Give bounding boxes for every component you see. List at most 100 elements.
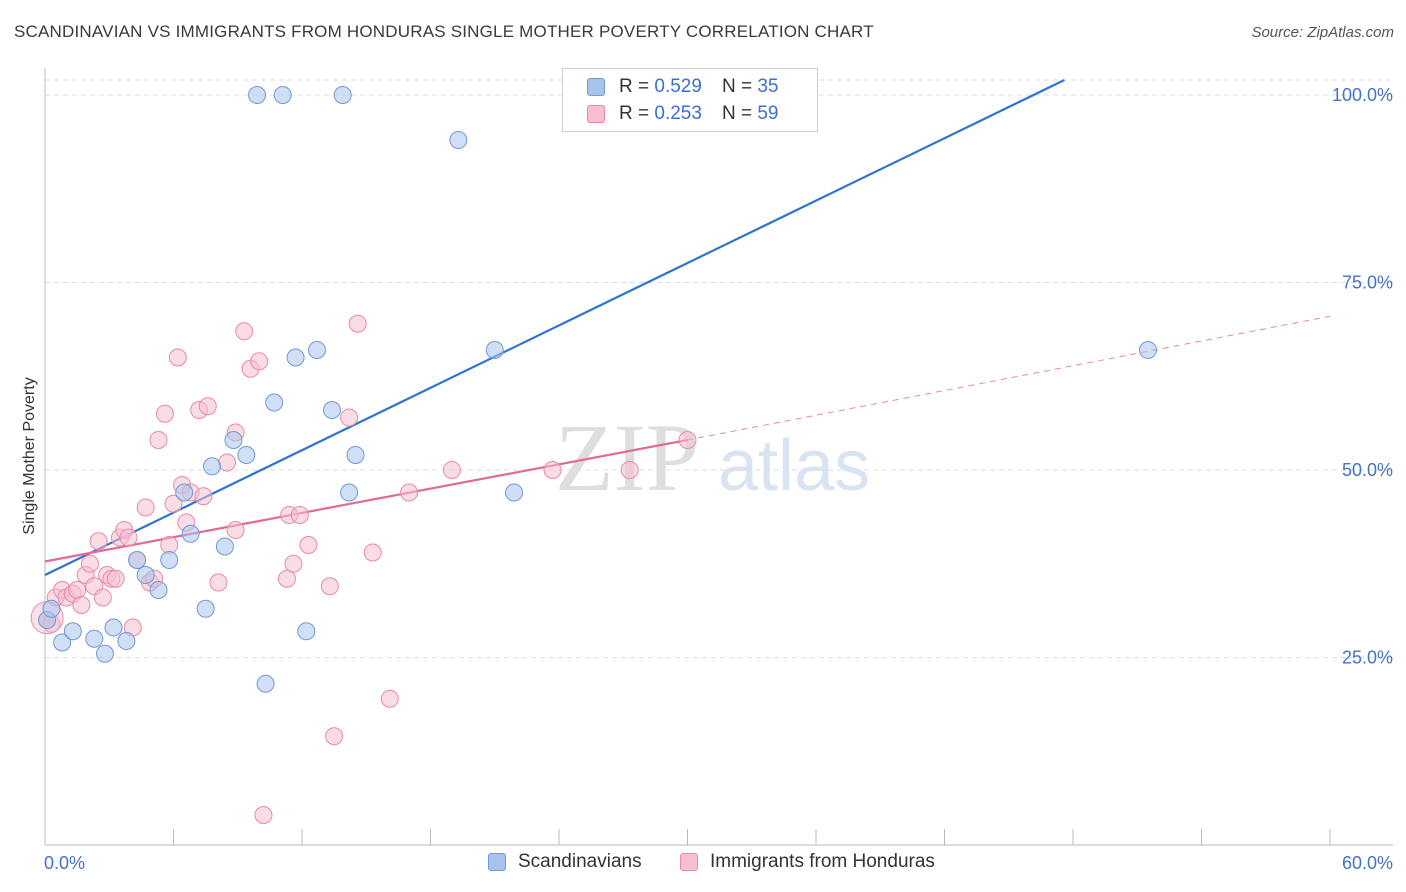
- honduras-point: [442, 461, 461, 479]
- honduras-point: [164, 494, 183, 513]
- honduras-point: [325, 727, 344, 746]
- pink-trend-line: [44, 438, 688, 563]
- scandinavians-point: [286, 348, 305, 367]
- legend-n-label: N =: [721, 103, 753, 124]
- honduras-point: [254, 806, 273, 824]
- scandinavians-point: [215, 537, 234, 556]
- scandinavians-point: [95, 644, 114, 663]
- scandinavians-point: [485, 341, 504, 359]
- scandinavians-point: [273, 86, 292, 104]
- scandinavians-point: [346, 446, 365, 464]
- scandinavians-point: [175, 483, 194, 502]
- bottom-legend-scandinavians: Scandinavians: [488, 851, 642, 873]
- scandinavians-point: [117, 632, 136, 650]
- scandinavians-point: [505, 483, 524, 502]
- bottom-legend-honduras: Immigrants from Honduras: [680, 851, 935, 873]
- scandinavians-point: [203, 457, 222, 476]
- honduras-point: [278, 569, 297, 588]
- scandinavians-point: [53, 633, 72, 652]
- scandinavians-point: [85, 629, 104, 648]
- watermark-zip: ZIP: [555, 404, 699, 511]
- honduras-point: [80, 554, 99, 573]
- legend-r-value: 0.529: [654, 76, 702, 97]
- honduras-point: [168, 348, 187, 367]
- stats-legend: R = 0.529 N = 35 R = 0.253 N = 59: [562, 68, 818, 132]
- legend-r-label: R =: [619, 103, 650, 124]
- honduras-point: [340, 408, 359, 427]
- honduras-point: [149, 431, 168, 449]
- series-honduras-points: [30, 314, 697, 824]
- chart-title: SCANDINAVIAN VS IMMIGRANTS FROM HONDURAS…: [14, 22, 874, 41]
- scandinavians-point: [248, 86, 267, 104]
- honduras-point: [290, 506, 309, 524]
- scandinavians-point: [63, 622, 82, 641]
- bottom-legend-swatch-blue: [488, 853, 506, 871]
- honduras-point: [119, 528, 138, 547]
- axes: [44, 68, 1393, 846]
- legend-row-scandinavians: R = 0.529 N = 35: [587, 75, 778, 99]
- x-tick-max: 60.0%: [1342, 853, 1393, 873]
- blue-trend-line: [44, 79, 1065, 576]
- scandinavians-point: [224, 431, 243, 449]
- scandinavians-point: [449, 131, 468, 149]
- legend-n-value: 35: [757, 76, 779, 97]
- bottom-legend-label: Scandinavians: [518, 851, 642, 872]
- scandinavians-point: [128, 551, 147, 569]
- honduras-point: [194, 487, 213, 506]
- y-axis-label: Single Mother Poverty: [21, 377, 38, 534]
- y-tick-label: 50.0%: [1342, 460, 1393, 480]
- bottom-legend-label: Immigrants from Honduras: [710, 851, 935, 872]
- y-tick-labels: 25.0% 50.0% 75.0% 100.0%: [1332, 85, 1393, 668]
- honduras-point: [284, 554, 303, 573]
- scandinavians-point: [104, 618, 123, 637]
- legend-swatch-pink: [587, 105, 605, 123]
- x-tick-min: 0.0%: [44, 853, 85, 873]
- honduras-point: [678, 431, 697, 449]
- legend-swatch-blue: [587, 78, 605, 96]
- series-scandinavians-points: [38, 86, 1157, 693]
- honduras-point: [348, 314, 367, 333]
- honduras-point: [198, 397, 217, 416]
- honduras-point: [89, 532, 108, 551]
- scandinavians-point: [297, 622, 316, 641]
- honduras-point: [136, 498, 155, 517]
- scandinavians-point: [237, 446, 256, 464]
- honduras-point: [160, 536, 179, 554]
- scandinavians-point: [196, 599, 215, 618]
- scandinavians-point: [181, 524, 200, 543]
- legend-r-value: 0.253: [654, 103, 702, 124]
- scandinavians-point: [149, 581, 168, 599]
- honduras-point: [363, 543, 382, 562]
- bottom-legend-swatch-pink: [680, 853, 698, 871]
- legend-n-value: 59: [757, 103, 779, 124]
- scandinavians-point: [160, 551, 179, 569]
- scandinavians-point: [307, 341, 326, 359]
- honduras-point: [380, 689, 399, 708]
- pink-trend-extension: [687, 315, 1331, 441]
- trend-lines: [44, 79, 1331, 576]
- scandinavians-point: [42, 599, 61, 618]
- y-tick-label: 75.0%: [1342, 273, 1393, 293]
- scandinavians-point: [1138, 341, 1157, 359]
- y-tick-label: 25.0%: [1342, 648, 1393, 668]
- scandinavians-point: [136, 566, 155, 584]
- watermark-atlas: atlas: [718, 426, 870, 506]
- honduras-point: [72, 596, 91, 614]
- honduras-point: [209, 573, 228, 592]
- honduras-point: [299, 536, 318, 554]
- honduras-point: [620, 461, 639, 479]
- honduras-point: [226, 521, 245, 539]
- legend-r-label: R =: [619, 76, 650, 97]
- legend-row-honduras: R = 0.253 N = 59: [587, 102, 778, 126]
- scandinavians-point: [256, 674, 275, 693]
- honduras-point: [106, 569, 125, 588]
- honduras-point: [235, 322, 254, 341]
- source-label: Source: ZipAtlas.com: [1251, 24, 1394, 41]
- honduras-point: [155, 404, 174, 423]
- scandinavians-point: [265, 393, 284, 412]
- scandinavians-point: [333, 86, 352, 104]
- honduras-point: [93, 588, 112, 607]
- legend-n-label: N =: [721, 76, 753, 97]
- honduras-point: [250, 352, 269, 371]
